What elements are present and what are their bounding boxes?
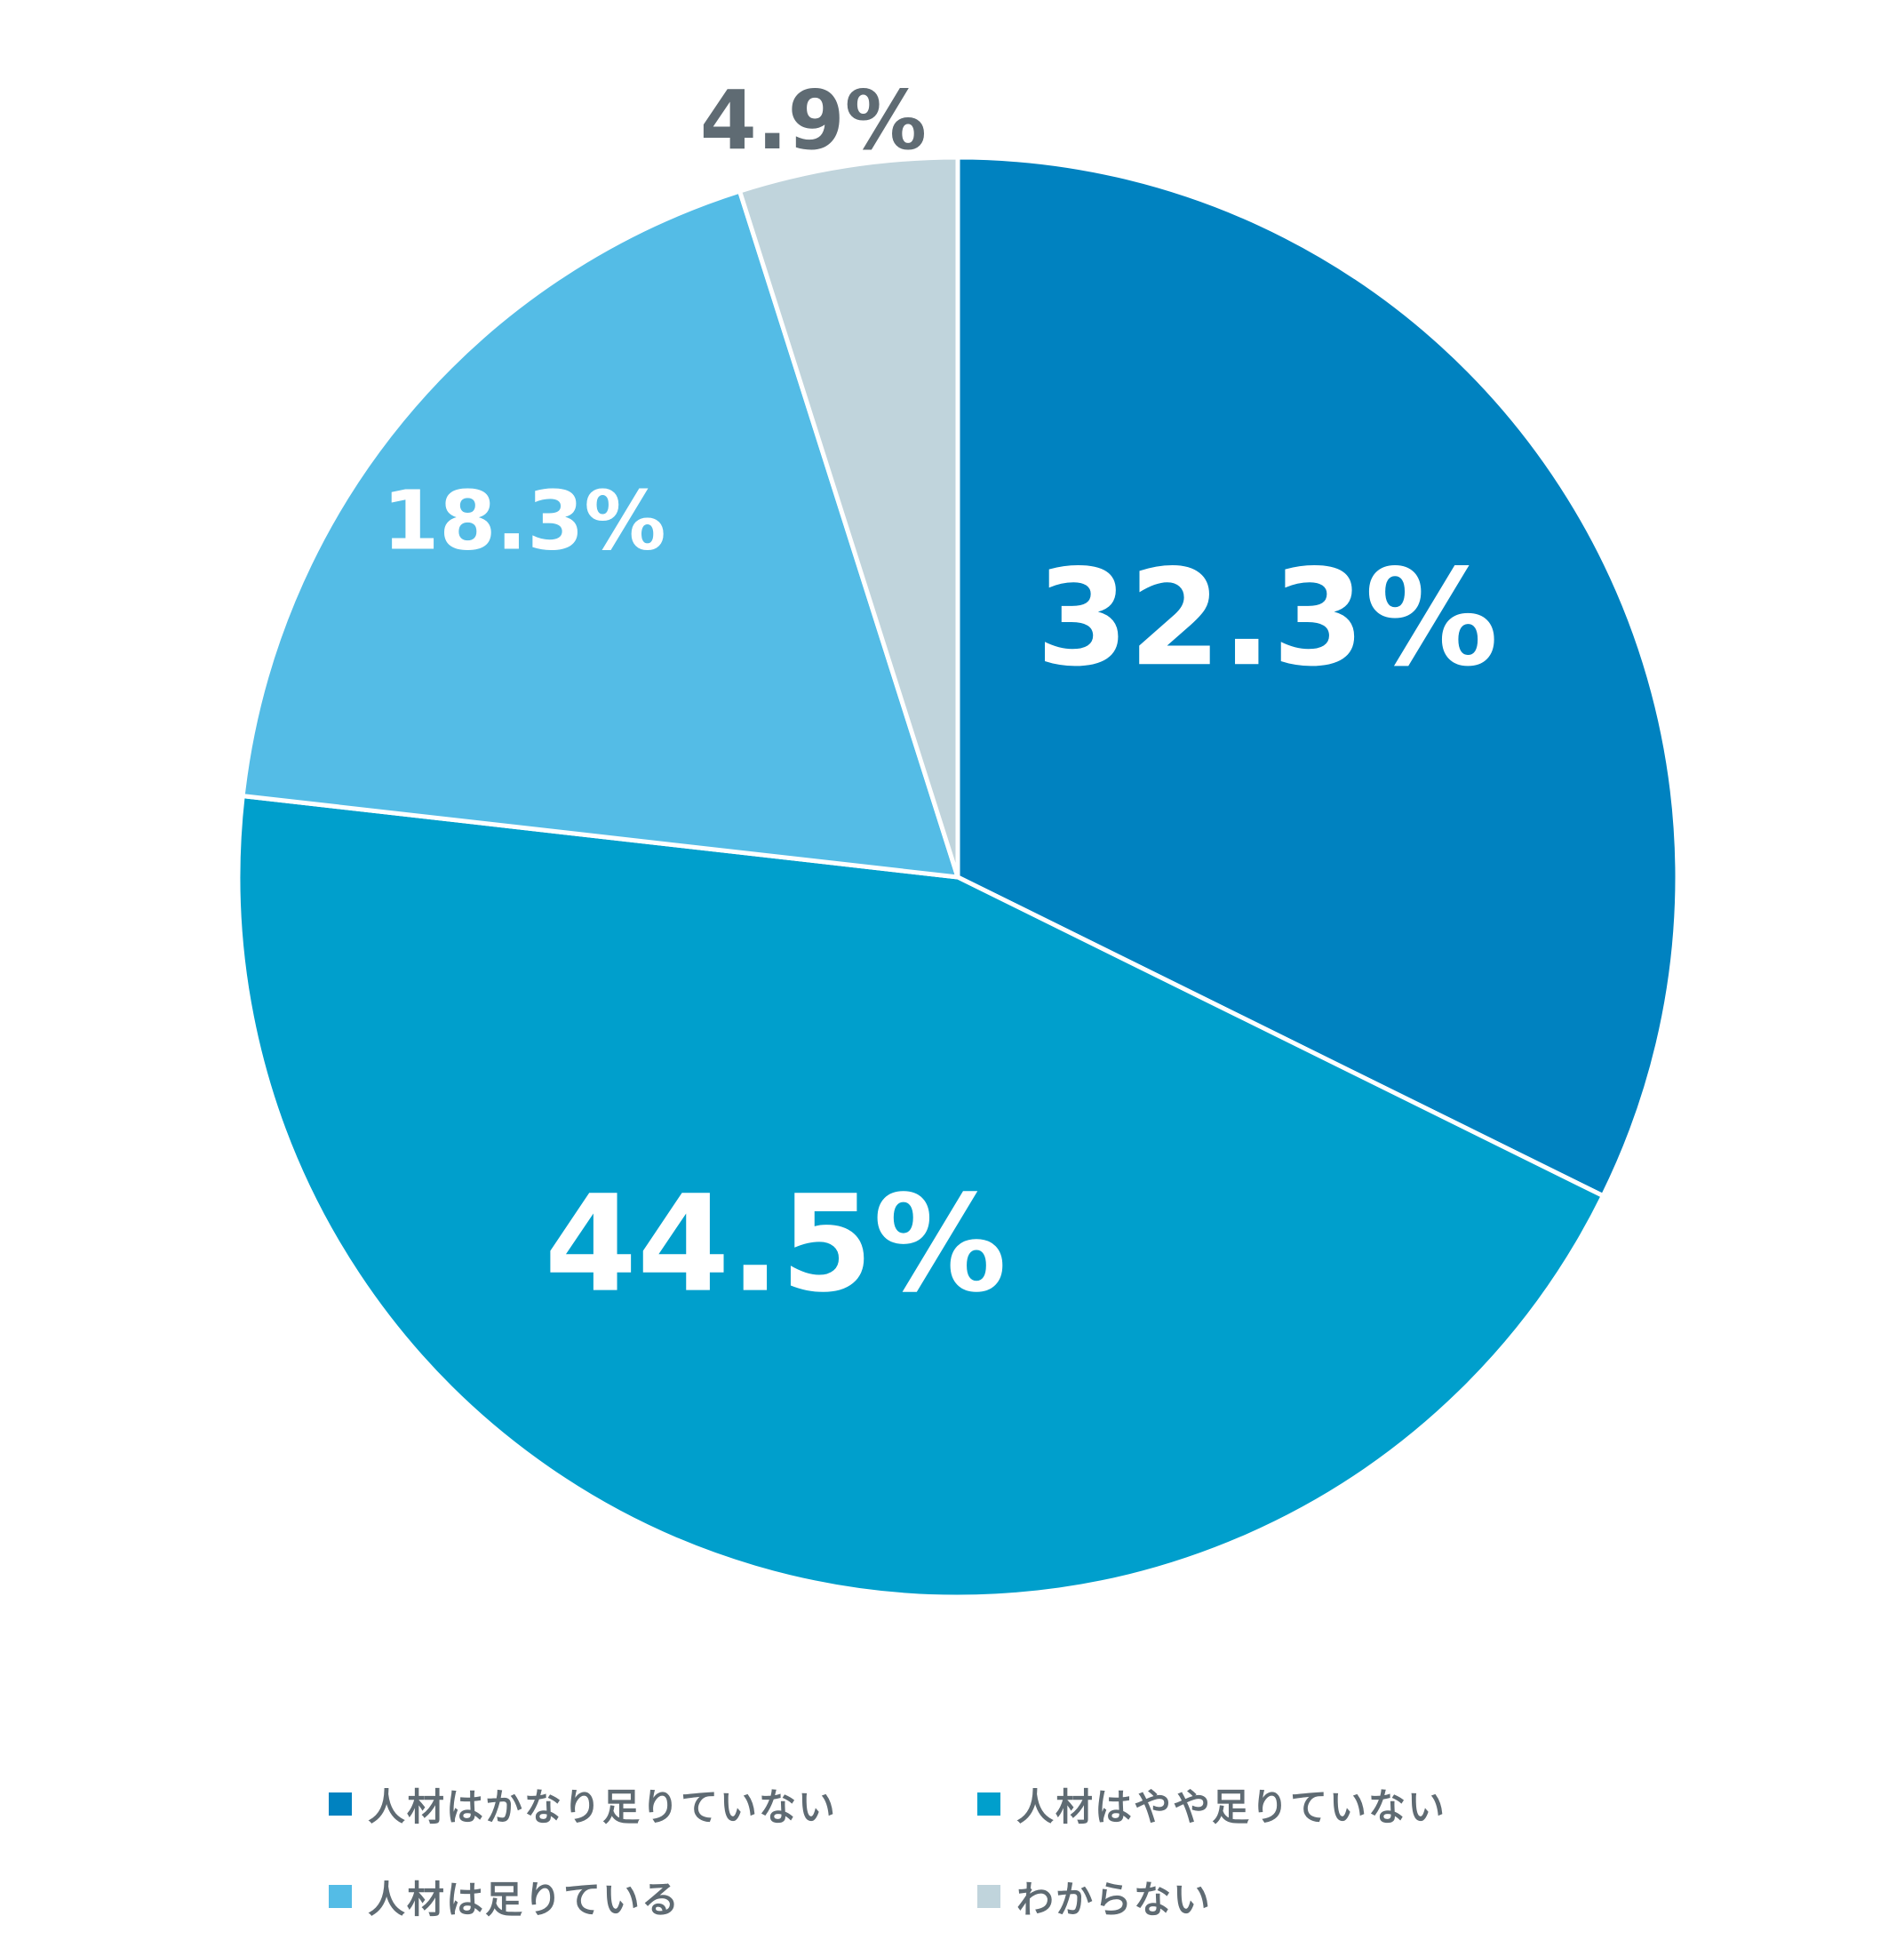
legend-swatch xyxy=(977,1792,1000,1816)
pie-slice-wakaranai xyxy=(737,155,960,880)
pie-slice-labels: 32.3% 44.5% 18.3% 4.9% xyxy=(382,73,1498,1321)
pie-slice-yaya xyxy=(235,794,1605,1600)
legend-label: 人材はやや足りていない xyxy=(1016,1784,1447,1829)
pie-slice-kanari xyxy=(955,155,1680,1199)
legend-item-wakaranai: わからない xyxy=(977,1865,1617,1928)
legend-item-kanari: 人材はかなり足りていない xyxy=(329,1773,977,1835)
pie-slices xyxy=(235,155,1680,1600)
pie-slice-tarite-iru xyxy=(240,188,960,880)
legend-swatch xyxy=(329,1792,352,1816)
legend-swatch xyxy=(329,1885,352,1908)
legend-item-tarite-iru: 人材は足りている xyxy=(329,1865,977,1928)
slice-label-yaya: 44.5% xyxy=(545,1168,1007,1322)
legend-item-yaya: 人材はやや足りていない xyxy=(977,1773,1617,1835)
legend: 人材はかなり足りていない 人材はやや足りていない 人材は足りている わからない xyxy=(329,1773,1617,1928)
legend-label: 人材は足りている xyxy=(368,1877,681,1921)
slice-label-wakaranai: 4.9% xyxy=(700,73,927,168)
legend-swatch xyxy=(977,1885,1000,1908)
legend-label: わからない xyxy=(1016,1877,1213,1921)
slice-label-tarite-iru: 18.3% xyxy=(382,473,665,568)
legend-label: 人材はかなり足りていない xyxy=(368,1784,838,1829)
slice-label-kanari: 32.3% xyxy=(1036,541,1498,696)
